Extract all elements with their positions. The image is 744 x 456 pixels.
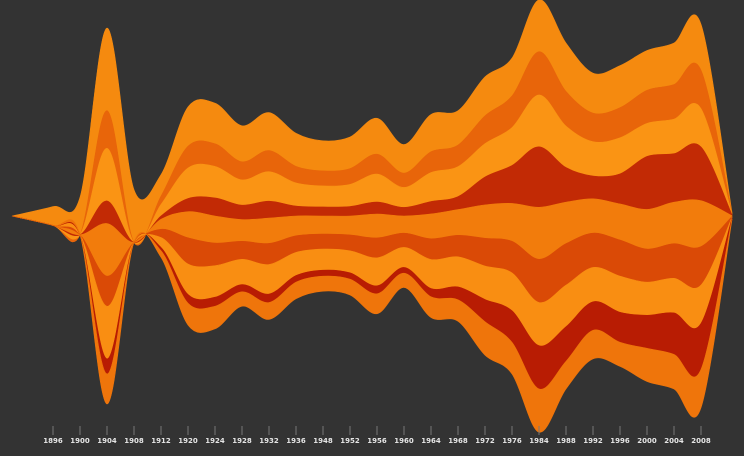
x-tick-label: 1976 [502,437,522,445]
x-tick-label: 1908 [124,437,144,445]
x-tick-label: 1960 [394,437,414,445]
x-tick-label: 1964 [421,437,441,445]
x-tick-label: 1920 [178,437,198,445]
x-tick-label: 1896 [43,437,63,445]
x-tick-label: 1988 [556,437,576,445]
x-tick-label: 1992 [583,437,603,445]
x-tick-label: 1984 [529,437,549,445]
x-tick-label: 1968 [448,437,468,445]
x-tick-label: 1912 [151,437,171,445]
x-tick-label: 1904 [97,437,117,445]
x-tick-label: 1972 [475,437,495,445]
x-tick-label: 2000 [637,437,657,445]
x-tick-label: 1928 [232,437,252,445]
x-tick-label: 1900 [70,437,90,445]
x-tick-label: 1936 [286,437,306,445]
x-tick-label: 2004 [664,437,684,445]
x-tick-label: 1924 [205,437,225,445]
x-tick-label: 1932 [259,437,279,445]
stream-layers [11,0,733,433]
x-tick-label: 2008 [691,437,711,445]
x-tick-label: 1956 [367,437,387,445]
x-tick-label: 1996 [610,437,630,445]
x-tick-label: 1952 [340,437,360,445]
x-axis: 1896 1900 1904 1908 1912 1920 1924 1928 1932 1936… [43,426,711,445]
stream-layer-9 [11,215,733,433]
x-tick-label: 1948 [313,437,333,445]
